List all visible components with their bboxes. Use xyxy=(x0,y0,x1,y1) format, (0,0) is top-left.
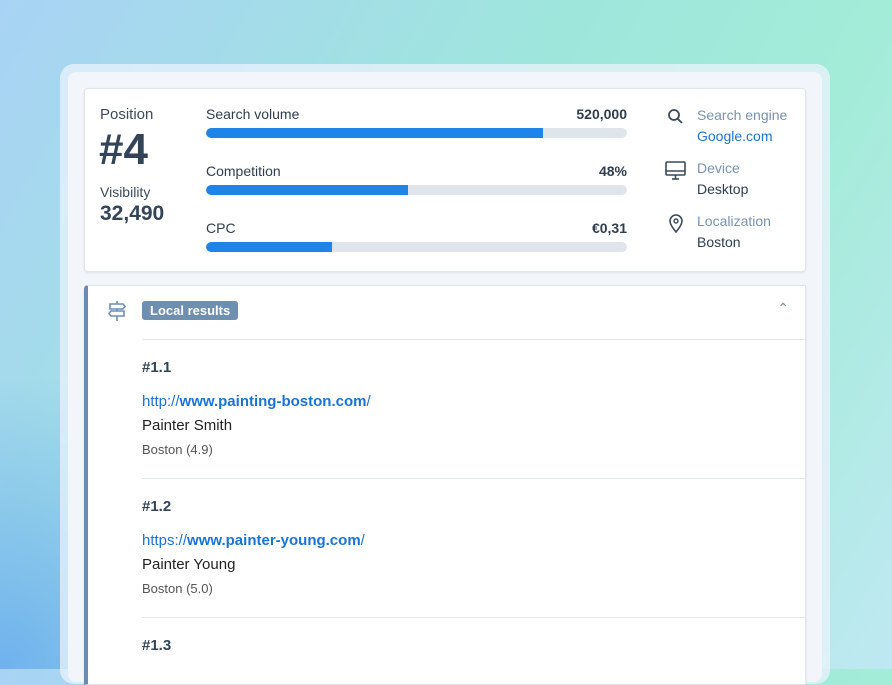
metric-value: 48% xyxy=(598,163,627,179)
position-value: #4 xyxy=(99,125,148,174)
result-name: Painter Young xyxy=(142,556,236,573)
result-name: Painter Smith xyxy=(142,417,233,434)
monitor-icon xyxy=(665,161,686,180)
progress-track xyxy=(206,242,627,252)
url-domain: www.painting-boston.com xyxy=(179,393,367,410)
info-label: Device xyxy=(697,160,740,176)
info-label: Search engine xyxy=(697,107,788,123)
progress-fill xyxy=(206,242,333,252)
metric-label: CPC xyxy=(206,220,236,236)
result-rank: #1.3 xyxy=(142,637,172,654)
metric-value: €0,31 xyxy=(591,220,627,236)
metric-value: 520,000 xyxy=(576,106,627,122)
result-location: Boston (5.0) xyxy=(142,581,213,596)
metric-cpc: CPC €0,31 xyxy=(206,220,627,252)
signpost-icon xyxy=(107,301,127,321)
divider xyxy=(142,339,805,340)
divider xyxy=(142,617,805,618)
url-suffix: / xyxy=(360,532,365,549)
keyword-summary-card: Position #4 Visibility 32,490 Search vol… xyxy=(84,88,806,272)
metric-label: Competition xyxy=(206,163,281,179)
result-url[interactable]: https://www.painter-young.com/ xyxy=(142,532,365,549)
info-value: Desktop xyxy=(697,181,749,197)
position-label: Position xyxy=(100,106,154,123)
metric-label: Search volume xyxy=(206,106,300,122)
map-pin-icon xyxy=(669,214,683,234)
metric-search-volume: Search volume 520,000 xyxy=(206,106,627,138)
chevron-up-icon[interactable]: ⌃ xyxy=(777,300,789,316)
search-engine-link[interactable]: Google.com xyxy=(697,128,773,144)
result-rank: #1.2 xyxy=(142,498,172,515)
visibility-value: 32,490 xyxy=(100,202,165,225)
visibility-label: Visibility xyxy=(100,184,151,200)
url-domain: www.painter-young.com xyxy=(187,532,361,549)
progress-track xyxy=(206,185,627,195)
local-results-panel: Local results ⌃ #1.1 http://www.painting… xyxy=(84,285,806,685)
divider xyxy=(142,478,805,479)
url-prefix: http:// xyxy=(142,393,180,410)
result-rank: #1.1 xyxy=(142,359,172,376)
list-item: #1.1 http://www.painting-boston.com/ Pai… xyxy=(142,359,371,457)
info-value: Boston xyxy=(697,234,741,250)
info-label: Localization xyxy=(697,213,771,229)
result-location: Boston (4.9) xyxy=(142,442,213,457)
search-icon xyxy=(668,109,683,124)
progress-track xyxy=(206,128,627,138)
list-item: #1.3 xyxy=(142,637,171,654)
metric-competition: Competition 48% xyxy=(206,163,627,195)
result-url[interactable]: http://www.painting-boston.com/ xyxy=(142,393,371,410)
url-prefix: https:// xyxy=(142,532,188,549)
url-suffix: / xyxy=(366,393,371,410)
progress-fill xyxy=(206,185,409,195)
local-results-badge: Local results xyxy=(142,301,239,320)
list-item: #1.2 https://www.painter-young.com/ Pain… xyxy=(142,498,365,596)
progress-fill xyxy=(206,128,543,138)
